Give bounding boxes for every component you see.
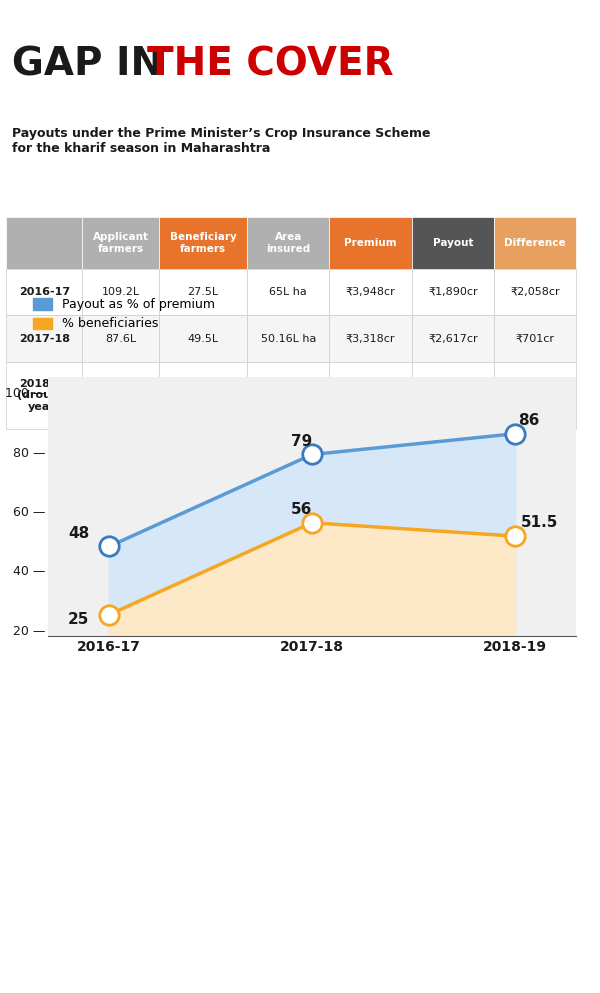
FancyBboxPatch shape	[159, 361, 247, 429]
Text: 56: 56	[291, 501, 313, 516]
FancyBboxPatch shape	[494, 316, 577, 361]
Text: ₹3,948cr: ₹3,948cr	[346, 287, 395, 297]
FancyBboxPatch shape	[412, 269, 494, 316]
Text: 51.5: 51.5	[521, 515, 558, 530]
FancyBboxPatch shape	[329, 361, 412, 429]
Text: ₹1,890cr: ₹1,890cr	[428, 287, 478, 297]
FancyBboxPatch shape	[247, 269, 329, 316]
FancyBboxPatch shape	[329, 217, 412, 269]
FancyBboxPatch shape	[159, 217, 247, 269]
Text: 109.2L: 109.2L	[101, 287, 140, 297]
Text: ₹2,617cr: ₹2,617cr	[428, 334, 478, 344]
Text: ₹701cr: ₹701cr	[516, 334, 555, 344]
Text: 2017-18: 2017-18	[19, 334, 70, 344]
Text: 49L: 49L	[193, 390, 213, 400]
Text: 86: 86	[518, 413, 540, 428]
FancyBboxPatch shape	[412, 361, 494, 429]
FancyBboxPatch shape	[82, 269, 159, 316]
Text: Payouts under the Prime Minister’s Crop Insurance Scheme
for the kharif season i: Payouts under the Prime Minister’s Crop …	[12, 127, 430, 155]
FancyBboxPatch shape	[494, 269, 577, 316]
FancyBboxPatch shape	[6, 269, 82, 316]
Text: Applicant
farmers: Applicant farmers	[92, 232, 149, 254]
Legend: Payout as % of premium, % beneficiaries: Payout as % of premium, % beneficiaries	[28, 293, 220, 336]
FancyBboxPatch shape	[159, 316, 247, 361]
Text: Area
insured: Area insured	[266, 232, 310, 254]
Text: Payout: Payout	[433, 238, 473, 248]
Text: 95L: 95L	[110, 390, 131, 400]
Text: 25: 25	[68, 612, 89, 627]
FancyBboxPatch shape	[412, 316, 494, 361]
FancyBboxPatch shape	[247, 316, 329, 361]
FancyBboxPatch shape	[82, 316, 159, 361]
Text: ₹550cr: ₹550cr	[516, 390, 554, 400]
Text: Beneficiary
farmers: Beneficiary farmers	[170, 232, 236, 254]
FancyBboxPatch shape	[412, 217, 494, 269]
Text: Premium: Premium	[344, 238, 397, 248]
Text: 50.16L ha: 50.16L ha	[260, 334, 316, 344]
FancyBboxPatch shape	[82, 217, 159, 269]
FancyBboxPatch shape	[6, 316, 82, 361]
Text: THE COVER: THE COVER	[147, 46, 394, 83]
Text: 87.6L: 87.6L	[105, 334, 136, 344]
Text: ₹3,318cr: ₹3,318cr	[346, 334, 395, 344]
FancyBboxPatch shape	[6, 217, 82, 269]
Text: 48: 48	[68, 525, 89, 540]
Text: 79: 79	[291, 434, 313, 449]
Text: 65L ha: 65L ha	[269, 287, 307, 297]
Text: GAP IN: GAP IN	[12, 46, 176, 83]
Text: ₹2,058cr: ₹2,058cr	[511, 287, 560, 297]
FancyBboxPatch shape	[494, 361, 577, 429]
FancyBboxPatch shape	[329, 269, 412, 316]
FancyBboxPatch shape	[6, 361, 82, 429]
FancyBboxPatch shape	[247, 217, 329, 269]
Text: 2018-19
(drought
year): 2018-19 (drought year)	[17, 378, 72, 412]
FancyBboxPatch shape	[82, 361, 159, 429]
Text: 27.5L: 27.5L	[187, 287, 218, 297]
FancyBboxPatch shape	[494, 217, 577, 269]
Text: 2016-17: 2016-17	[19, 287, 70, 297]
Text: Difference: Difference	[505, 238, 566, 248]
Text: 54L ha: 54L ha	[269, 390, 307, 400]
Text: ₹4,020cr: ₹4,020cr	[346, 390, 395, 400]
FancyBboxPatch shape	[159, 269, 247, 316]
FancyBboxPatch shape	[329, 316, 412, 361]
Text: 49.5L: 49.5L	[187, 334, 218, 344]
Text: ₹3,470cr: ₹3,470cr	[428, 390, 478, 400]
FancyBboxPatch shape	[247, 361, 329, 429]
